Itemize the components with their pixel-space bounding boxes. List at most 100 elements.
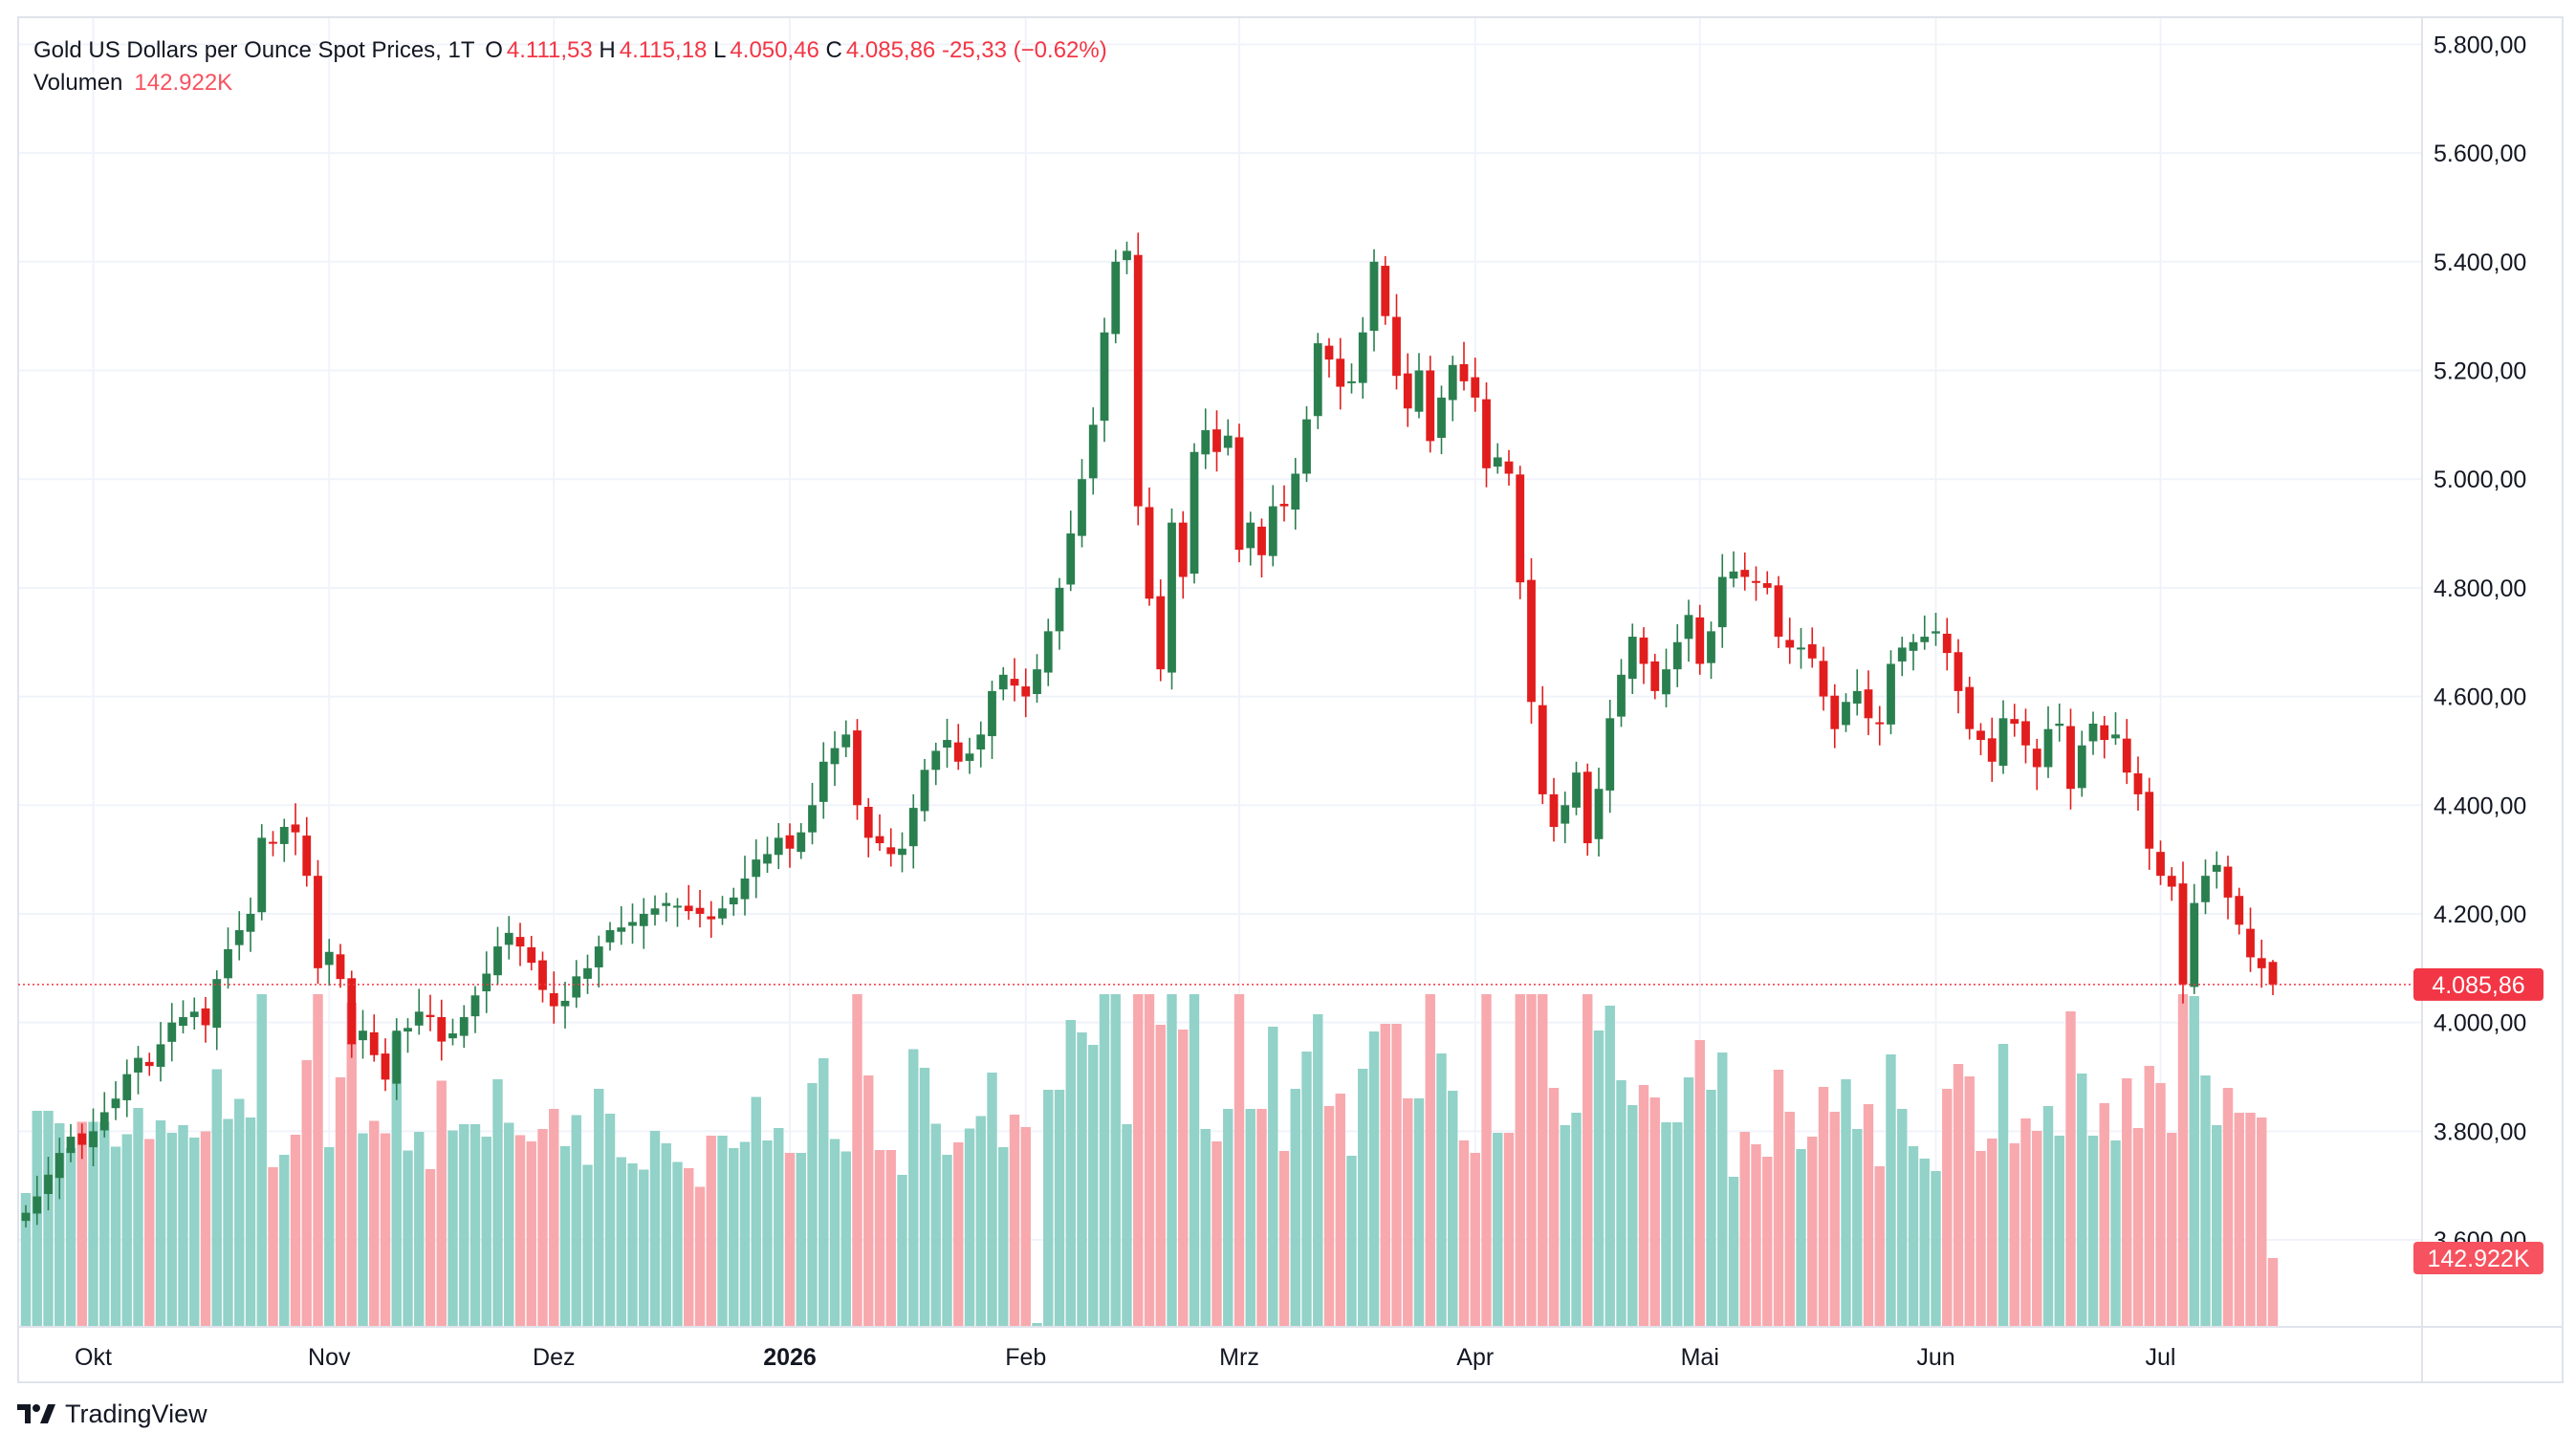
candle-body [1875, 722, 1885, 725]
volume-bar [144, 1139, 155, 1327]
volume-bar [1784, 1112, 1795, 1327]
candle-body [1684, 615, 1693, 640]
candle-body [2257, 958, 2266, 968]
candle-body [1561, 805, 1570, 824]
volume-bar [2020, 1118, 2031, 1327]
volume-bar [1773, 1070, 1784, 1327]
time-tick-label: Jun [1916, 1344, 1954, 1371]
candle-body [381, 1053, 390, 1080]
candle-body [437, 1016, 447, 1042]
volume-bar [1728, 1177, 1739, 1327]
volume-bar [1233, 994, 1245, 1327]
candle-body [1403, 373, 1412, 409]
volume-bar [1886, 1054, 1896, 1327]
candle-body [2032, 749, 2041, 768]
volume-bar [1897, 1109, 1908, 1327]
candle-body [1672, 641, 1682, 670]
candle-body [718, 908, 727, 919]
volume-bar [391, 1032, 402, 1327]
candle-body [908, 808, 918, 847]
volume-bar [403, 1150, 413, 1327]
candle-body [1887, 663, 1895, 725]
volume-bar [774, 1128, 784, 1327]
candle-body [1190, 451, 1199, 575]
volume-bar [1458, 1140, 1470, 1327]
candle-body [763, 854, 772, 864]
candle-body [1358, 332, 1367, 383]
candle-body [931, 750, 941, 770]
candle-body [122, 1074, 132, 1100]
volume-bar [987, 1073, 997, 1327]
volume-bar [1278, 1151, 1290, 1327]
volume-bar [1110, 994, 1121, 1327]
candle-body [2235, 896, 2244, 925]
volume-bar [425, 1169, 436, 1327]
candle-body [1021, 686, 1031, 697]
candle-body [426, 1014, 435, 1017]
volume-bar [256, 994, 267, 1327]
volume-bar [942, 1155, 952, 1327]
volume-bar [2077, 1074, 2087, 1327]
volume-bar [1841, 1079, 1851, 1327]
volume-bar [1526, 994, 1537, 1327]
candle-body [1583, 771, 1592, 844]
candle-body [291, 824, 300, 833]
candle-body [1954, 652, 1963, 691]
volume-bar [1874, 1166, 1885, 1327]
chart-border [17, 16, 2564, 1383]
volume-bar [1178, 1030, 1189, 1327]
time-tick-label: 2026 [763, 1344, 817, 1371]
volume-bar [1538, 994, 1548, 1327]
candle-body [1549, 793, 1559, 828]
last-value-tags: 4.085,86 142.922K [18, 967, 2543, 1274]
candle-body [66, 1137, 76, 1154]
candle-body [1123, 250, 1131, 261]
candle-body [279, 827, 289, 844]
volume-bar [537, 1129, 548, 1327]
candle-body [359, 1031, 367, 1041]
candle-body [1976, 730, 1985, 741]
chart-frame [17, 16, 2564, 1383]
volume-bar [908, 1049, 919, 1327]
candle-body [470, 995, 480, 1017]
candle-body [1909, 641, 1918, 651]
candle-body [111, 1098, 120, 1109]
price-tick-label: 5.800,00 [2434, 32, 2526, 58]
volume-bar [380, 1133, 391, 1327]
candle-body [2088, 724, 2098, 742]
tradingview-logo[interactable]: TradingView [17, 1398, 207, 1430]
candle-body [1852, 690, 1862, 704]
volume-bar [1290, 1089, 1300, 1327]
time-tick-label: Nov [308, 1344, 351, 1371]
candle-body [797, 832, 806, 853]
candle-body [1414, 370, 1424, 412]
candle-body [1740, 570, 1750, 577]
candle-body [2246, 928, 2255, 958]
candle-body [572, 976, 581, 998]
volume-bar [897, 1175, 907, 1327]
volume-bar [2122, 1078, 2132, 1327]
candle-body [1774, 585, 1783, 638]
candle-body [841, 734, 851, 748]
volume-bar [1380, 1024, 1390, 1327]
volume-bar [279, 1155, 290, 1327]
candle-body [2145, 792, 2154, 849]
candle-body [920, 770, 929, 812]
volume-bar [998, 1147, 1009, 1327]
volume-bar [1200, 1129, 1211, 1327]
candle-body [976, 734, 986, 750]
candle-body [774, 837, 783, 856]
volume-bar [684, 1168, 694, 1327]
volume-bar [964, 1128, 975, 1327]
candle-body [257, 837, 267, 913]
candle-body [1572, 772, 1581, 808]
volume-bar [2155, 1083, 2166, 1327]
volume-bar [2144, 1066, 2154, 1327]
volume-bar [1605, 1006, 1615, 1327]
candle-body [1291, 473, 1300, 510]
volume-bar [245, 1118, 256, 1327]
candle-body [314, 876, 322, 968]
candle-body [2055, 724, 2064, 727]
